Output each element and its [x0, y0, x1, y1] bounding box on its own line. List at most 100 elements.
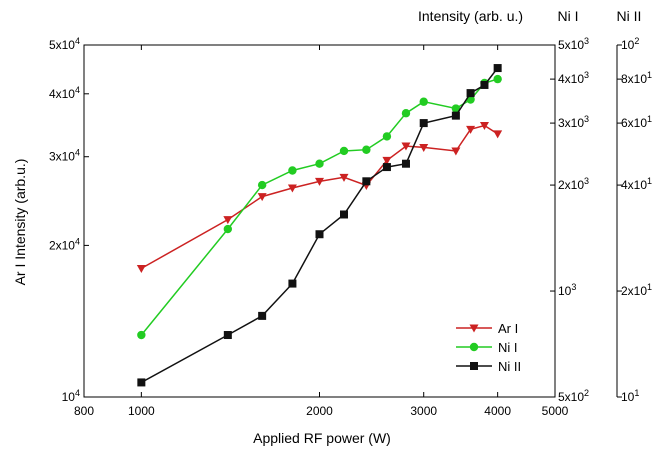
y-right1-tick-label: 103 [558, 282, 576, 298]
data-point [382, 163, 391, 172]
y-right2-tick-label: 2x101 [621, 282, 652, 298]
y-right2-tick-label-mantissa: 8x10 [621, 72, 647, 86]
y-right1-tick-label-exponent: 3 [584, 70, 589, 80]
y-right2-tick-label-exponent: 2 [634, 36, 639, 46]
data-point [137, 330, 146, 340]
data-point [223, 331, 232, 340]
legend-marker [470, 362, 478, 370]
data-point [257, 193, 267, 202]
y-right2-tick-label-mantissa: 4x10 [621, 178, 647, 192]
y-right2-tick-label: 101 [621, 388, 639, 404]
y-right1-tick-label-exponent: 3 [584, 176, 589, 186]
x-tick-label: 3000 [410, 404, 437, 418]
data-point [382, 156, 392, 165]
right-axis-1-title: Ni I [558, 8, 579, 24]
y-left-tick-label-mantissa: 2x10 [49, 238, 75, 252]
y-right1-tick-label-exponent: 2 [584, 388, 589, 398]
y-right2-tick-label-mantissa: 6x10 [621, 116, 647, 130]
y-right2-tick-label-exponent: 1 [647, 176, 652, 186]
y-right2-tick-label-mantissa: 10 [621, 390, 635, 404]
x-tick-label: 4000 [484, 404, 511, 418]
y-right1-tick-label-exponent: 3 [584, 36, 589, 46]
data-point [362, 177, 371, 186]
data-point [451, 104, 461, 113]
y-right1-tick-label-mantissa: 5x10 [558, 38, 584, 52]
data-point [288, 279, 297, 288]
plot-frame [83, 44, 556, 398]
data-point [451, 111, 460, 120]
data-point [401, 109, 411, 118]
series-line [141, 124, 499, 270]
y-left-tick-label: 4x104 [49, 85, 80, 101]
y-axis-label: Ar I Intensity (arb.u.) [12, 159, 28, 286]
data-point [223, 216, 233, 225]
x-tick-label: 5000 [542, 404, 569, 418]
data-point [137, 378, 146, 387]
legend: Ar I Ni I Ni II [456, 321, 521, 374]
series-line [140, 78, 498, 336]
series-layer [136, 64, 503, 387]
data-point [479, 122, 489, 131]
y-left-tick-label: 5x104 [49, 36, 80, 52]
data-point [480, 80, 489, 89]
y-right2-tick-label: 6x101 [621, 114, 652, 130]
y-right1-tick-label: 3x103 [558, 114, 589, 130]
y-right2-tick-label-exponent: 1 [647, 114, 652, 124]
y-right2-tick-label: 8x101 [621, 70, 652, 86]
y-right1-tick-label-mantissa: 3x10 [558, 116, 584, 130]
y-right1-tick-label: 2x103 [558, 176, 589, 192]
y-left-tick-label: 104 [62, 388, 80, 404]
legend-label: Ni I [498, 340, 518, 355]
x-tick-label: 800 [74, 404, 94, 418]
x-axis-label: Applied RF power (W) [253, 430, 391, 446]
data-point [339, 146, 349, 156]
legend-marker [469, 342, 479, 352]
y-right1-tick-label: 4x103 [558, 70, 589, 86]
data-point [451, 147, 461, 156]
right-axes-header: Intensity (arb. u.) Ni I Ni II [418, 8, 641, 24]
legend-marker [469, 324, 479, 333]
data-point [362, 145, 371, 154]
y-right2-tick-label-exponent: 1 [647, 282, 652, 292]
y-right2-tick-label-exponent: 1 [647, 70, 652, 80]
data-point [315, 230, 324, 239]
data-point [493, 64, 502, 73]
y-right1-tick-label-mantissa: 10 [558, 284, 572, 298]
data-point [339, 210, 348, 219]
y-right2-tick-label: 102 [621, 36, 639, 52]
y-right2-tick-label-exponent: 1 [634, 388, 639, 398]
y-right1-tick-label-exponent: 3 [584, 114, 589, 124]
y-right1-tick-label: 5x102 [558, 388, 589, 404]
y-left-tick-label-exponent: 4 [75, 36, 80, 46]
data-point [493, 74, 502, 84]
y-left-tick-label-mantissa: 5x10 [49, 38, 75, 52]
data-point [419, 119, 428, 128]
y-right1-tick-label-mantissa: 4x10 [558, 72, 584, 86]
data-point [223, 224, 233, 234]
legend-label: Ni II [498, 359, 521, 374]
y-left-tick-label-mantissa: 3x10 [49, 150, 75, 164]
right-axis-2-title: Ni II [617, 8, 642, 24]
data-point [258, 311, 267, 320]
data-point [382, 132, 392, 141]
right-axes-title: Intensity (arb. u.) [418, 8, 523, 24]
x-tick-label: 2000 [306, 404, 333, 418]
y-right1-tick-label-mantissa: 5x10 [558, 390, 584, 404]
data-point [419, 143, 429, 152]
y-right1-tick-label-exponent: 3 [571, 282, 576, 292]
data-point [466, 125, 476, 134]
data-point [257, 180, 267, 190]
data-point [401, 159, 410, 168]
y-right2-tick-label-mantissa: 2x10 [621, 284, 647, 298]
data-point [493, 130, 503, 139]
y-left-tick-label-mantissa: 10 [62, 390, 76, 404]
series-ni-i [137, 74, 502, 340]
data-point [315, 177, 324, 186]
y-left-tick-label: 2x104 [49, 236, 80, 252]
data-point [287, 184, 297, 193]
axes: 800 1000 2000 3000 4000 50001042x1043x1044x10… [49, 36, 652, 418]
y-left-tick-label-exponent: 4 [75, 388, 80, 398]
y-left-tick-label: 3x104 [49, 148, 80, 164]
y-right2-tick-label-mantissa: 10 [621, 38, 635, 52]
